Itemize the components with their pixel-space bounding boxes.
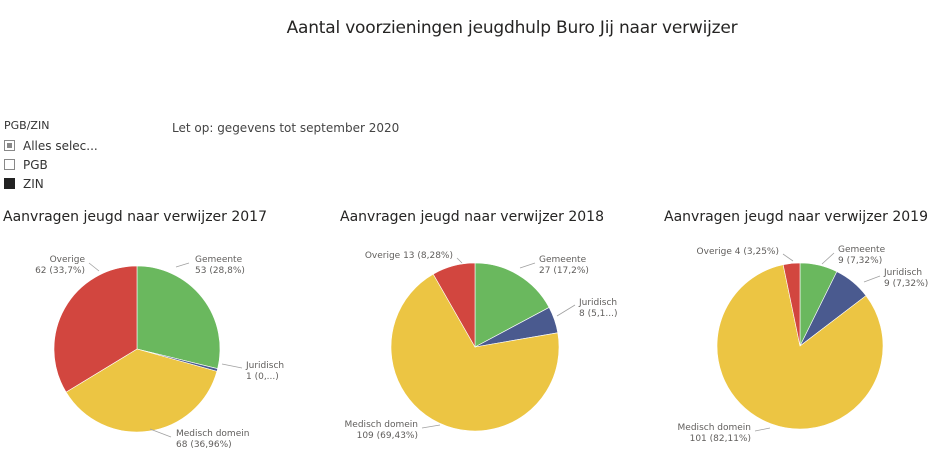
leader-line-gemeente bbox=[821, 252, 835, 265]
slicer-item-all[interactable]: Alles selec... bbox=[4, 136, 98, 155]
pie-slice-medisch-domein[interactable] bbox=[716, 264, 884, 430]
data-label-juridisch: Juridisch bbox=[245, 361, 284, 371]
pie-slice-overige[interactable] bbox=[782, 262, 801, 347]
data-label-gemeente: Gemeente bbox=[539, 255, 587, 265]
leader-line-medisch-domein bbox=[149, 428, 172, 438]
leader-line-juridisch bbox=[221, 363, 243, 369]
leader-line-gemeente bbox=[519, 262, 536, 269]
slicer-item-zin[interactable]: ZIN bbox=[4, 174, 98, 193]
slicer-item-label: PGB bbox=[23, 157, 48, 172]
data-label-juridisch: 1 (0,...) bbox=[246, 372, 279, 382]
leader-line-gemeente bbox=[175, 262, 190, 268]
data-label-medisch-domein: Medisch domein bbox=[345, 420, 418, 430]
leader-line-overige bbox=[782, 253, 794, 262]
data-label-juridisch: Juridisch bbox=[578, 298, 617, 308]
data-label-gemeente: 27 (17,2%) bbox=[539, 266, 589, 276]
data-label-gemeente: Gemeente bbox=[838, 245, 886, 255]
leader-line-overige bbox=[88, 262, 100, 272]
slicer-item-label: ZIN bbox=[23, 176, 44, 191]
data-label-gemeente: 9 (7,32%) bbox=[838, 256, 882, 266]
pie-slice-gemeente[interactable] bbox=[474, 262, 550, 348]
data-label-medisch-domein: Medisch domein bbox=[678, 423, 751, 433]
data-label-medisch-domein: 101 (82,11%) bbox=[690, 434, 751, 444]
leader-line-medisch-domein bbox=[421, 424, 441, 429]
data-label-overige: Overige 4 (3,25%) bbox=[697, 247, 779, 257]
leader-line-overige bbox=[456, 257, 463, 264]
slicer-item-pgb[interactable]: PGB bbox=[4, 155, 98, 174]
pie-slice-overige[interactable] bbox=[53, 265, 138, 393]
data-label-overige: 62 (33,7%) bbox=[35, 266, 85, 276]
data-label-overige: Overige 13 (8,28%) bbox=[365, 251, 453, 261]
checkbox-partial-icon[interactable] bbox=[4, 140, 15, 151]
chart-title-2018: Aanvragen jeugd naar verwijzer 2018 bbox=[340, 209, 604, 225]
data-label-juridisch: Juridisch bbox=[883, 268, 922, 278]
leader-line-juridisch bbox=[863, 275, 881, 283]
data-label-overige: Overige bbox=[50, 255, 86, 265]
leader-line-juridisch bbox=[556, 304, 576, 317]
pie-slice-medisch-domein[interactable] bbox=[65, 348, 218, 433]
slicer-title: PGB/ZIN bbox=[4, 119, 50, 132]
checkbox-unchecked-icon[interactable] bbox=[4, 159, 15, 170]
page-title: Aantal voorzieningen jeugdhulp Buro Jij … bbox=[286, 18, 738, 38]
chart-title-2019: Aanvragen jeugd naar verwijzer 2019 bbox=[664, 209, 928, 225]
data-label-medisch-domein: 109 (69,43%) bbox=[357, 431, 418, 441]
data-label-gemeente: Gemeente bbox=[195, 255, 243, 265]
pie-slice-overige[interactable] bbox=[432, 262, 476, 349]
data-label-juridisch: 9 (7,32%) bbox=[884, 279, 928, 289]
pgb-zin-slicer: PGB/ZIN Alles selec... PGB ZIN bbox=[4, 119, 98, 193]
pie-slice-gemeente[interactable] bbox=[136, 265, 221, 370]
pie-slice-medisch-domein[interactable] bbox=[390, 273, 560, 432]
checkbox-checked-icon[interactable] bbox=[4, 178, 15, 189]
leader-line-medisch-domein bbox=[754, 427, 771, 432]
chart-title-2017: Aanvragen jeugd naar verwijzer 2017 bbox=[3, 209, 267, 225]
data-label-medisch-domein: 68 (36,96%) bbox=[176, 440, 232, 450]
data-note: Let op: gegevens tot september 2020 bbox=[172, 121, 400, 135]
data-label-juridisch: 8 (5,1...) bbox=[579, 309, 618, 319]
data-label-medisch-domein: Medisch domein bbox=[176, 429, 249, 439]
slicer-item-label: Alles selec... bbox=[23, 138, 98, 153]
data-label-gemeente: 53 (28,8%) bbox=[195, 266, 245, 276]
